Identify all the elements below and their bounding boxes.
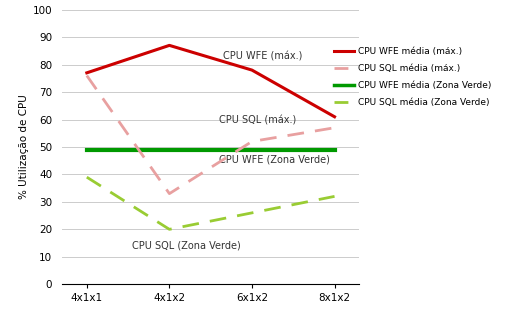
Text: CPU SQL (Zona Verde): CPU SQL (Zona Verde) bbox=[132, 241, 241, 251]
Text: CPU WFE (máx.): CPU WFE (máx.) bbox=[223, 51, 302, 61]
Y-axis label: % Utilização de CPU: % Utilização de CPU bbox=[19, 95, 28, 199]
Legend: CPU WFE média (máx.), CPU SQL média (máx.), CPU WFE média (Zona Verde), CPU SQL : CPU WFE média (máx.), CPU SQL média (máx… bbox=[330, 43, 495, 111]
Text: CPU WFE (Zona Verde): CPU WFE (Zona Verde) bbox=[219, 154, 330, 164]
Text: CPU SQL (máx.): CPU SQL (máx.) bbox=[219, 116, 296, 126]
